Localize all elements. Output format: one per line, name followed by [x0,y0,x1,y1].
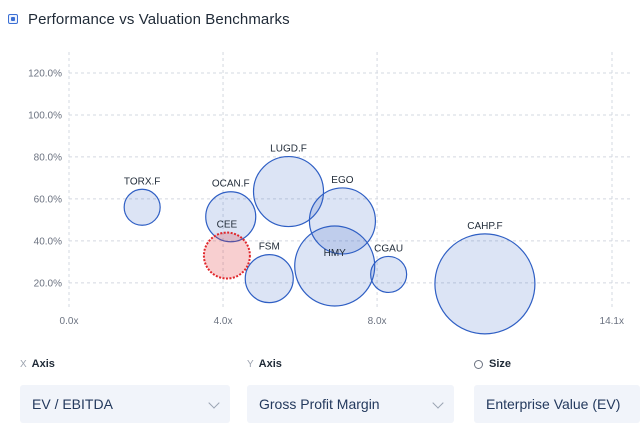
chevron-down-icon [432,397,444,409]
bubble-torx-f[interactable] [123,188,161,226]
bubble-label-torx-f: TORX.F [124,176,160,187]
x-axis-select-value: EV / EBITDA [32,396,113,412]
bubble-label-ocan-f: OCAN.F [212,179,250,190]
x-tick-label: 0.0x [60,316,79,327]
bubble-fsm[interactable] [244,254,294,304]
bubble-label-hmy: HMY [324,248,347,259]
y-axis-control: Y Axis [247,355,282,373]
bubble-cgau[interactable] [370,255,408,294]
bubble-label-fsm: FSM [259,242,280,253]
y-tick-label: 60.0% [34,194,62,205]
bubble-label-cahp-f: CAHP.F [467,221,502,232]
x-axis-prefix: X [20,358,27,370]
y-axis-select-value: Gross Profit Margin [259,396,380,412]
size-select-value: Enterprise Value (EV) [486,396,621,412]
bubble-chart-svg: 20.0% 40.0% 60.0% 80.0% 100.0% 120.0% 0.0x 4.0x… [28,52,632,335]
size-label: Size [489,358,512,370]
x-axis-label: Axis [31,358,55,370]
x-tick-label: 4.0x [214,316,233,327]
y-tick-label: 40.0% [34,236,62,247]
chart-legend-icon [8,14,18,24]
y-tick-label: 20.0% [34,278,62,289]
bubble-lugd-f[interactable] [252,155,325,228]
bubble-hmy[interactable] [294,225,376,307]
bubble-cahp-f[interactable] [434,233,536,335]
size-control: Size [474,355,511,373]
y-tick-label: 100.0% [28,110,62,121]
bubble-label-lugd-f: LUGD.F [270,144,307,155]
chart-controls: X Axis EV / EBITDA Y Axis Gross Profit M… [0,355,640,435]
y-tick-label: 120.0% [28,68,62,79]
y-axis-select[interactable]: Gross Profit Margin [247,385,454,423]
size-select[interactable]: Enterprise Value (EV) [474,385,640,423]
bubble-chart: 20.0% 40.0% 60.0% 80.0% 100.0% 120.0% 0.0x 4.0x… [0,40,640,340]
bubble-label-cee: CEE [217,220,238,231]
x-tick-label: 8.0x [368,316,387,327]
y-axis-label: Axis [258,358,282,370]
bubble-label-ego: EGO [331,175,353,186]
x-tick-label: 14.1x [600,316,624,327]
bubble-ocan-f[interactable] [205,191,257,243]
bubble-label-cgau: CGAU [374,243,403,254]
bubble-cee[interactable] [202,231,251,280]
y-tick-label: 80.0% [34,152,62,163]
x-axis-control: X Axis [20,355,55,373]
size-circle-icon [474,359,483,369]
chart-header: Performance vs Valuation Benchmarks [8,8,290,30]
y-axis-prefix: Y [247,358,254,370]
x-axis-select[interactable]: EV / EBITDA [20,385,230,423]
chevron-down-icon [208,397,220,409]
bubble-ego[interactable] [308,187,377,255]
chart-title: Performance vs Valuation Benchmarks [28,10,290,28]
